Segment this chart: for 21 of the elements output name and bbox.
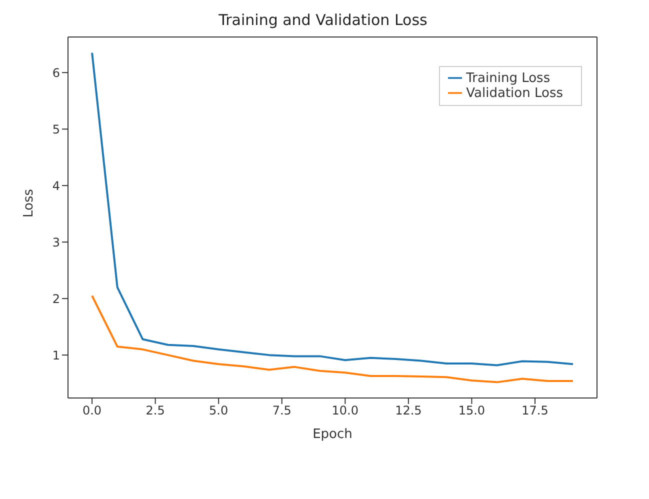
y-tick-label: 2 xyxy=(52,292,60,306)
x-axis-title: Epoch xyxy=(312,427,352,442)
y-tick-label: 5 xyxy=(52,122,60,136)
x-tick-label: 17.5 xyxy=(522,404,548,418)
y-tick-label: 6 xyxy=(52,66,60,80)
chart-title: Training and Validation Loss xyxy=(218,10,428,31)
x-tick-label: 5.0 xyxy=(209,404,228,418)
x-tick-label: 12.5 xyxy=(395,404,422,418)
x-tick-label: 7.5 xyxy=(272,404,292,418)
x-tick-label: 2.5 xyxy=(146,404,165,418)
x-tick-label: 10.0 xyxy=(332,404,359,418)
x-tick-label: 0.0 xyxy=(82,404,102,418)
y-tick-label: 3 xyxy=(52,235,60,250)
line-series xyxy=(91,52,574,366)
y-axis-title: Loss xyxy=(22,188,37,218)
x-tick-label: 15.0 xyxy=(458,404,486,418)
line-series xyxy=(91,294,574,384)
y-tick-label: 4 xyxy=(52,178,60,193)
y-tick-label: 1 xyxy=(52,348,60,362)
legend-label: Validation Loss xyxy=(466,86,563,101)
legend-label: Training Loss xyxy=(466,71,550,86)
